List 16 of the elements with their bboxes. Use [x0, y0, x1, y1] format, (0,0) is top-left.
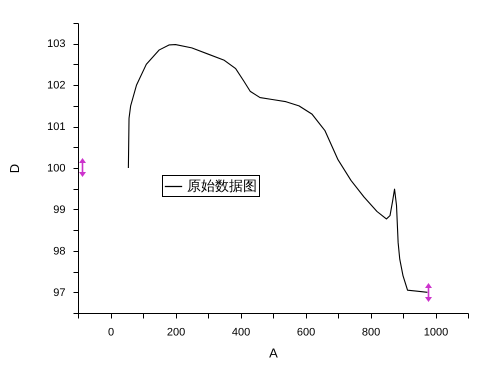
y-tick-label: 98: [53, 245, 66, 258]
y-tick-label: 100: [47, 162, 66, 174]
y-tick-label: 103: [47, 38, 66, 50]
x-tick-label: 0: [108, 326, 114, 338]
x-tick-label: 400: [232, 326, 250, 338]
x-tick-label: 200: [166, 326, 186, 338]
x-axis-title: A: [269, 346, 278, 360]
y-tick-label: 101: [47, 121, 66, 134]
y-tick-label: 97: [53, 286, 66, 299]
y-tick-label: 102: [47, 80, 66, 92]
legend-label: 原始数据图: [187, 178, 257, 194]
y-tick-label: 99: [53, 204, 66, 216]
x-tick-label: 800: [362, 326, 380, 338]
y-axis-title: D: [7, 164, 22, 174]
x-tick-label: 1000: [424, 326, 448, 338]
x-tick-label: 600: [296, 326, 316, 338]
